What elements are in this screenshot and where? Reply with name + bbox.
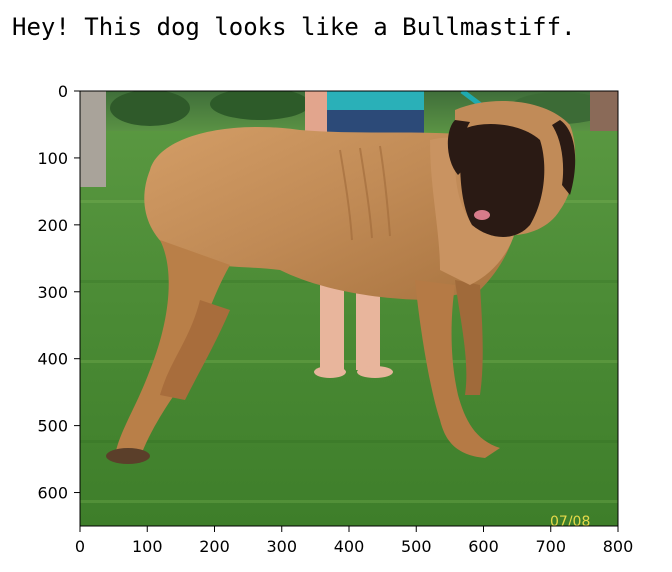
dog-ear	[447, 120, 470, 175]
y-tick-label: 100	[37, 149, 68, 168]
y-tick-label: 200	[37, 216, 68, 235]
x-tick-label: 400	[334, 537, 365, 556]
dog-front-leg	[415, 280, 500, 458]
y-tick-label: 400	[37, 350, 68, 369]
person-arm	[305, 91, 327, 141]
y-tick-label: 600	[37, 484, 68, 503]
x-tick-label: 800	[603, 537, 634, 556]
photo-watermark: 07/08	[550, 514, 590, 530]
output-message: Hey! This dog looks like a Bullmastiff.	[12, 13, 576, 41]
x-tick-label: 200	[199, 537, 230, 556]
dog-back-paw	[106, 448, 150, 464]
house-wall	[590, 91, 618, 131]
x-tick-label: 100	[132, 537, 163, 556]
dog	[106, 101, 576, 464]
x-tick-label: 500	[401, 537, 432, 556]
dog-front-leg-far	[455, 280, 483, 395]
y-tick-label: 0	[58, 82, 68, 101]
dog-muzzle	[460, 124, 545, 238]
bush	[110, 91, 190, 126]
x-tick-label: 700	[535, 537, 566, 556]
x-tick-label: 300	[266, 537, 297, 556]
y-tick-label: 300	[37, 283, 68, 302]
x-tick-label: 0	[75, 537, 85, 556]
dog-ear	[552, 120, 576, 195]
dog-tongue	[474, 210, 490, 220]
bush	[210, 91, 310, 120]
tree-trunk	[80, 91, 106, 187]
dog-photo: 07/08	[80, 91, 618, 530]
y-axis-ticks: 0 100 200 300 400 500 600	[37, 82, 80, 503]
dog-wrinkles	[339, 145, 391, 241]
dog-back-leg	[115, 240, 230, 458]
dog-body	[144, 126, 521, 300]
x-tick-label: 600	[468, 537, 499, 556]
y-tick-label: 500	[37, 417, 68, 436]
x-axis-ticks: 0 100 200 300 400 500 600 700 800	[75, 526, 633, 556]
dog-back-leg-far	[160, 300, 230, 400]
person-shirt	[322, 91, 424, 113]
